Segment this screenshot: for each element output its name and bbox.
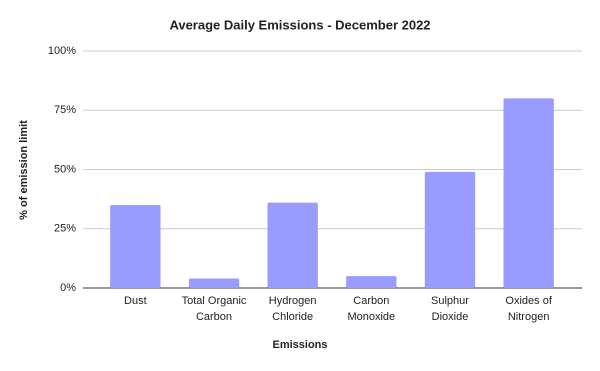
x-tick-label: Hydrogen Chloride <box>268 295 317 323</box>
y-tick-label: 100% <box>48 45 76 57</box>
y-tick-label: 50% <box>54 163 76 175</box>
y-tick-label: 75% <box>54 104 76 116</box>
bar <box>188 278 240 288</box>
x-axis-title: Emissions <box>272 339 327 351</box>
chart-title: Average Daily Emissions - December 2022 <box>169 17 430 32</box>
bar <box>424 171 476 288</box>
x-tick-label: Dust <box>124 295 147 307</box>
x-tick-label: Total Organic Carbon <box>181 295 247 323</box>
x-tick-label: Oxides of Nitrogen <box>505 295 552 323</box>
x-tick-label: Carbon Monoxide <box>347 295 396 323</box>
bar <box>267 202 318 288</box>
y-tick-label: 0% <box>60 282 76 294</box>
y-tick-label: 25% <box>54 223 76 235</box>
bar <box>503 98 554 289</box>
bar <box>346 276 397 288</box>
y-axis-title: % of emission limit <box>18 120 30 220</box>
bar <box>110 205 161 288</box>
x-tick-label: Sulphur Dioxide <box>431 295 469 323</box>
